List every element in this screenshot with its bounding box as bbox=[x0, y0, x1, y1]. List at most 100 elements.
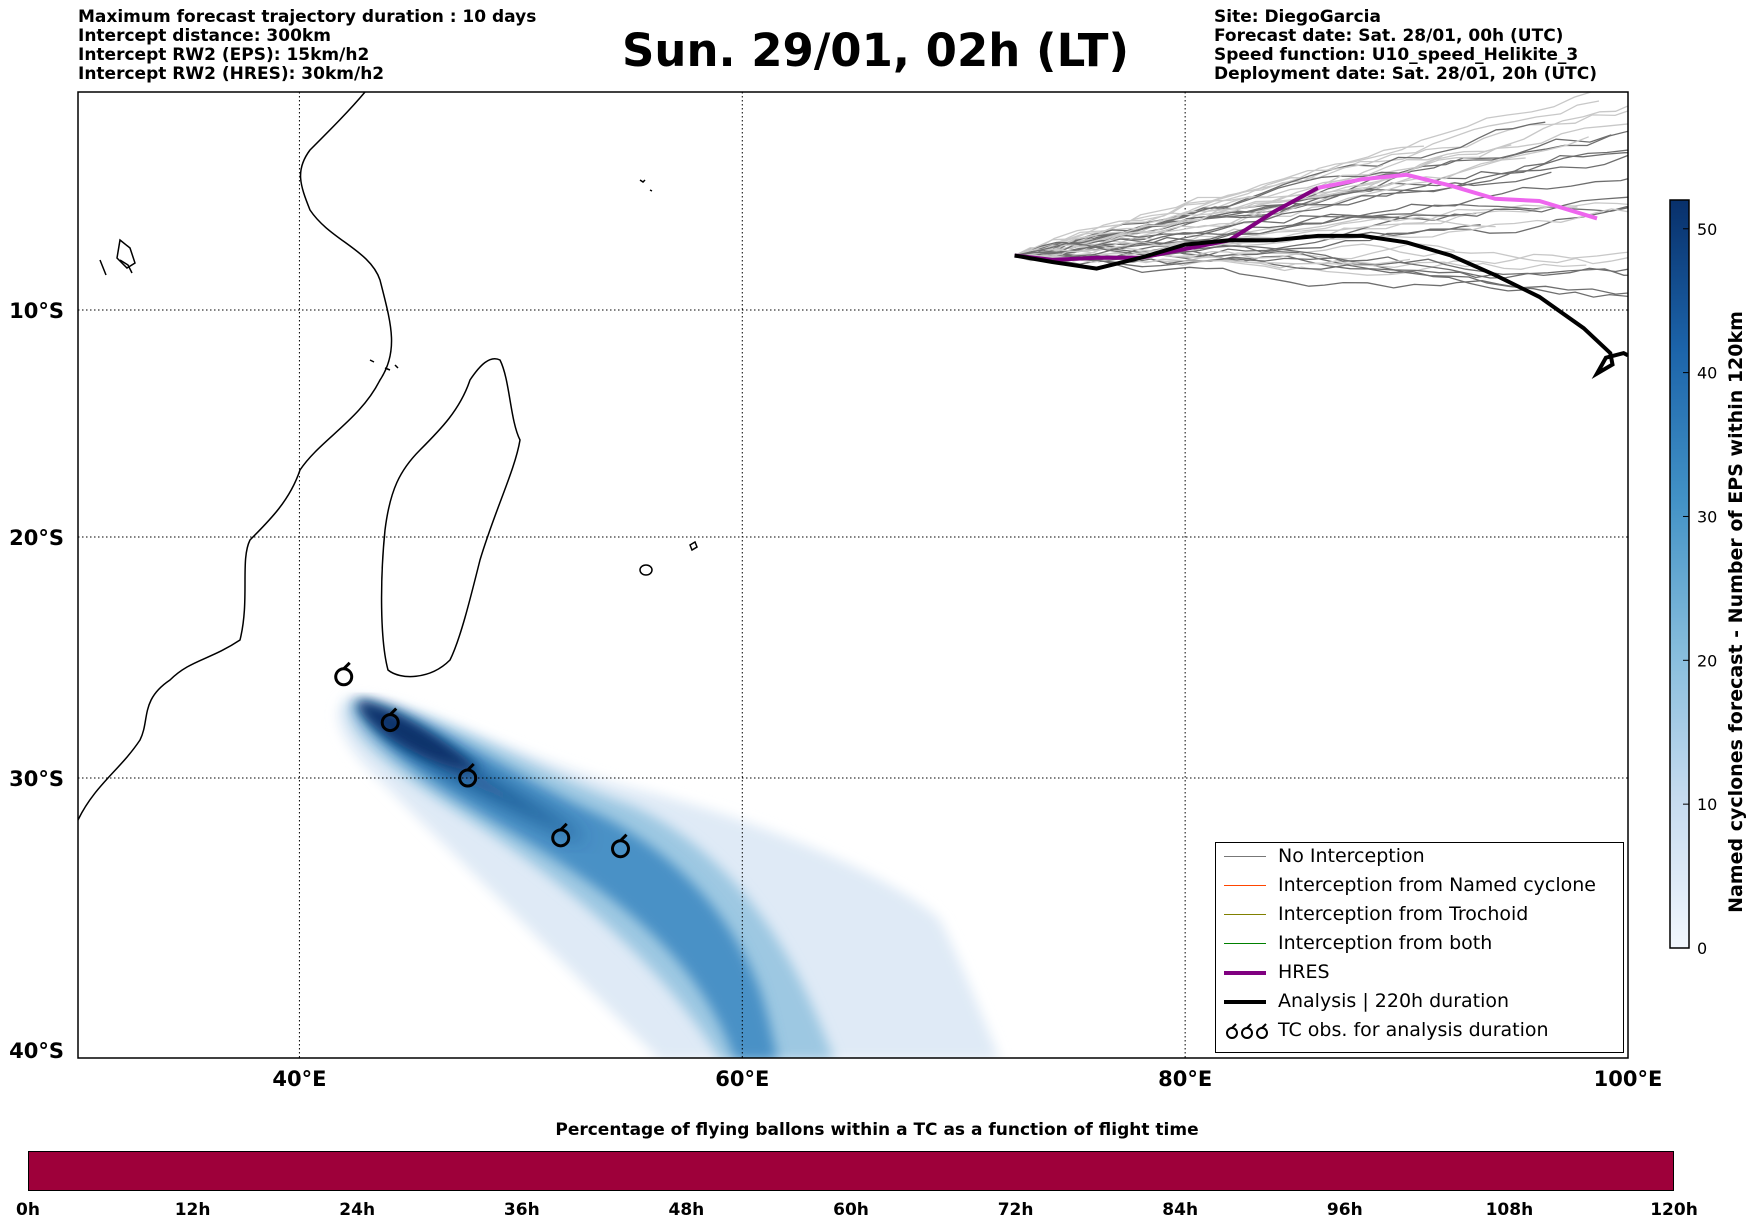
colorbar-tick-label: 0 bbox=[1697, 939, 1707, 958]
site-line: Site: DiegoGarcia bbox=[1214, 7, 1381, 27]
param-line: Intercept RW2 (HRES): 30km/h2 bbox=[78, 64, 385, 84]
legend-label: Interception from Trochoid bbox=[1278, 903, 1529, 925]
seychelles bbox=[639, 179, 653, 192]
percentage-bar-tick-label: 36h bbox=[503, 1200, 540, 1220]
comoros bbox=[369, 359, 399, 371]
ensemble-track bbox=[1014, 254, 1628, 295]
colorbar-ticks: 0 10 20 30 40 50 bbox=[1683, 220, 1717, 958]
percentage-bar bbox=[28, 1151, 1674, 1191]
tc-observations bbox=[334, 661, 630, 859]
percentage-bar-tick-label: 84h bbox=[1162, 1200, 1199, 1220]
gridlines bbox=[78, 92, 1628, 1058]
hres-track-late bbox=[1317, 172, 1598, 221]
page-title: Sun. 29/01, 02h (LT) bbox=[622, 24, 1130, 77]
cyclone-icon bbox=[334, 661, 354, 687]
cyclone-icon bbox=[458, 762, 478, 788]
legend-item: Interception from Named cyclone bbox=[1216, 872, 1623, 900]
ensemble-track bbox=[1014, 242, 1455, 260]
site-line: Deployment date: Sat. 28/01, 20h (UTC) bbox=[1214, 64, 1598, 84]
reunion-mauritius bbox=[639, 540, 698, 576]
run-parameters: Maximum forecast trajectory duration : 1… bbox=[78, 8, 536, 84]
percentage-bar-tick-label: 48h bbox=[668, 1200, 705, 1220]
ensemble-track bbox=[1014, 216, 1496, 263]
percentage-bar-tick-label: 120h bbox=[1650, 1200, 1698, 1220]
colorbar-tick-label: 50 bbox=[1697, 220, 1717, 239]
analysis-track bbox=[1014, 233, 1628, 380]
percentage-bar-tick-label: 108h bbox=[1485, 1200, 1534, 1220]
legend-item: Interception from both bbox=[1216, 930, 1623, 958]
madagascar bbox=[380, 358, 521, 678]
lon-tick-label: 100°E bbox=[1594, 1067, 1663, 1091]
percentage-bar-tick-label: 60h bbox=[833, 1200, 869, 1220]
africa-coast bbox=[78, 92, 393, 821]
legend-swatch bbox=[1224, 1000, 1266, 1004]
legend-swatch bbox=[1224, 943, 1266, 944]
param-line: Intercept distance: 300km bbox=[78, 26, 331, 46]
cyclone-icon-tail bbox=[466, 762, 475, 772]
lon-tick-label: 40°E bbox=[272, 1067, 326, 1091]
site-line: Speed function: U10_speed_Helikite_3 bbox=[1214, 45, 1579, 65]
map-frame bbox=[77, 91, 1629, 1059]
coastlines bbox=[78, 92, 698, 821]
ensemble-track bbox=[1014, 92, 1628, 257]
legend-item: HRES bbox=[1216, 959, 1623, 987]
east-coast-islands bbox=[99, 259, 133, 276]
colorbar bbox=[1669, 199, 1690, 949]
hres-track bbox=[1014, 186, 1319, 262]
legend-label: HRES bbox=[1278, 961, 1330, 983]
legend-item: Analysis | 220h duration bbox=[1216, 988, 1623, 1016]
legend-swatch bbox=[1224, 914, 1266, 915]
param-line: Maximum forecast trajectory duration : 1… bbox=[78, 7, 537, 27]
legend-label: Analysis | 220h duration bbox=[1278, 990, 1510, 1012]
colorbar-tick-label: 40 bbox=[1697, 364, 1717, 383]
ensemble-track bbox=[1014, 243, 1628, 265]
param-line: Intercept RW2 (EPS): 15km/h2 bbox=[78, 45, 370, 65]
site-info: Site: DiegoGarcia Forecast date: Sat. 28… bbox=[1214, 8, 1597, 84]
percentage-bar-tick-label: 12h bbox=[174, 1200, 211, 1220]
ensemble-track bbox=[1014, 100, 1600, 257]
legend-label: TC obs. for analysis duration bbox=[1278, 1019, 1549, 1041]
ensemble-track bbox=[1014, 196, 1628, 257]
percentage-bar-tick-label: 96h bbox=[1326, 1200, 1363, 1220]
axis-labels: 40°E 60°E 80°E 100°E 10°S 20°S 30°S 40°S bbox=[9, 299, 1662, 1091]
cyclone-icon bbox=[380, 707, 400, 733]
ensemble-track bbox=[1014, 149, 1628, 257]
cyclone-icon-tail bbox=[389, 707, 398, 716]
cyclone-icon-tail bbox=[559, 822, 568, 831]
lake-victoria bbox=[116, 238, 136, 269]
cyclone-icon-tail bbox=[619, 833, 628, 842]
legend: No Interception Interception from Named … bbox=[1215, 842, 1624, 1053]
lat-tick-label: 20°S bbox=[9, 526, 64, 550]
legend-swatch bbox=[1224, 885, 1266, 886]
legend-item: TC obs. for analysis duration bbox=[1216, 1017, 1623, 1045]
ensemble-track bbox=[1014, 123, 1628, 257]
lon-tick-label: 80°E bbox=[1158, 1067, 1212, 1091]
forecast-tracks bbox=[1014, 172, 1628, 380]
lat-tick-label: 10°S bbox=[9, 299, 64, 323]
legend-label: Interception from Named cyclone bbox=[1278, 874, 1596, 896]
percentage-bar-title: Percentage of flying ballons within a TC… bbox=[555, 1120, 1199, 1140]
colorbar-tick-label: 10 bbox=[1697, 795, 1717, 814]
ensemble-tracks bbox=[1014, 92, 1628, 298]
cyclone-icon bbox=[1226, 1023, 1268, 1039]
percentage-bar-tick-label: 72h bbox=[997, 1200, 1034, 1220]
colorbar-tick-label: 30 bbox=[1697, 507, 1717, 526]
colorbar-title: Named cyclones forecast - Number of EPS … bbox=[1725, 311, 1747, 913]
percentage-bar-tick-label: 24h bbox=[339, 1200, 376, 1220]
cyclone-icon-ring bbox=[334, 667, 354, 687]
percentage-bar-tick-label: 0h bbox=[16, 1200, 40, 1220]
site-line: Forecast date: Sat. 28/01, 00h (UTC) bbox=[1214, 26, 1564, 46]
lon-tick-label: 60°E bbox=[715, 1067, 769, 1091]
ensemble-track bbox=[1014, 208, 1628, 257]
legend-label: No Interception bbox=[1278, 845, 1425, 867]
lat-tick-label: 40°S bbox=[9, 1039, 64, 1063]
cyclone-density-plume bbox=[338, 699, 1000, 1058]
lat-tick-label: 30°S bbox=[9, 767, 64, 791]
ensemble-track bbox=[1014, 144, 1512, 257]
legend-swatch bbox=[1224, 971, 1266, 975]
cyclone-icon bbox=[611, 833, 630, 859]
legend-label: Interception from both bbox=[1278, 932, 1493, 954]
legend-item: Interception from Trochoid bbox=[1216, 901, 1623, 929]
colorbar-tick-label: 20 bbox=[1697, 651, 1717, 670]
